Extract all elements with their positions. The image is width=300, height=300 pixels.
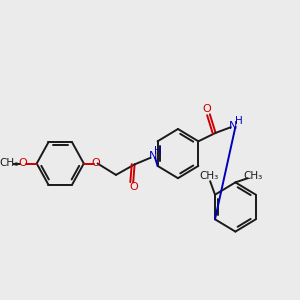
Text: O: O xyxy=(91,158,100,169)
Text: CH₃: CH₃ xyxy=(199,171,218,181)
Text: O: O xyxy=(202,104,211,115)
Text: N: N xyxy=(148,151,157,161)
Text: O: O xyxy=(19,158,28,169)
Text: CH₃: CH₃ xyxy=(0,158,19,168)
Text: H: H xyxy=(154,146,161,157)
Text: H: H xyxy=(235,116,242,126)
Text: N: N xyxy=(229,121,237,131)
Text: CH₃: CH₃ xyxy=(244,171,263,181)
Text: O: O xyxy=(129,182,138,192)
